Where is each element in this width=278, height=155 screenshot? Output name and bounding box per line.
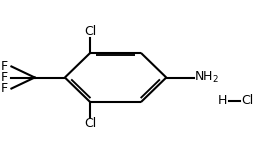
- Text: F: F: [1, 60, 8, 73]
- Text: Cl: Cl: [241, 94, 253, 107]
- Text: F: F: [1, 71, 8, 84]
- Text: Cl: Cl: [84, 117, 96, 130]
- Text: F: F: [1, 82, 8, 95]
- Text: Cl: Cl: [84, 25, 96, 38]
- Text: NH$_2$: NH$_2$: [194, 70, 219, 85]
- Text: H: H: [218, 94, 227, 107]
